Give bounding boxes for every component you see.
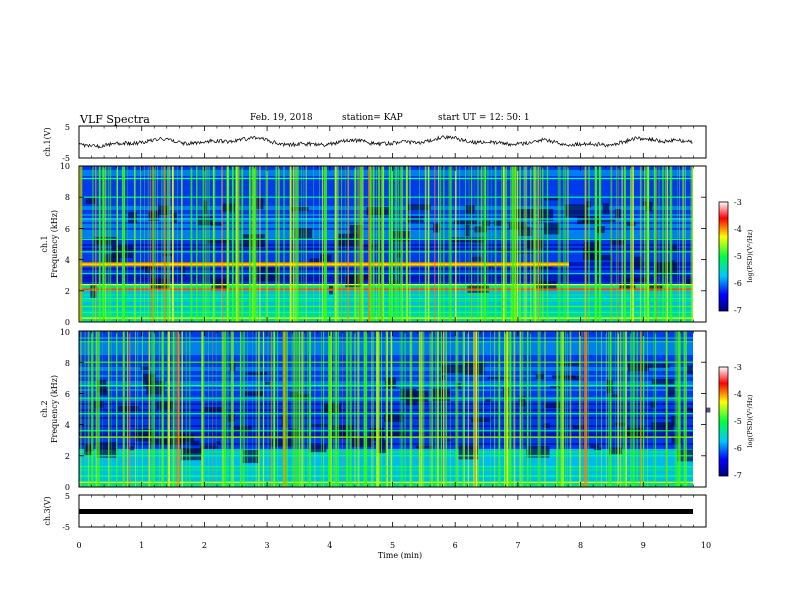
ch3-ytick-top: 5 [65, 492, 70, 501]
ch2-spectrogram-ticks [78, 330, 707, 488]
ch1-spectrogram-panel: 0 2 4 6 8 10 ch.1 Frequency (kHz) [40, 162, 707, 327]
ch1-ytick-0: 0 [65, 318, 70, 327]
ch2-ytick-10: 10 [60, 328, 70, 337]
xtick-8: 8 [578, 541, 583, 550]
ch1-spectrogram-ticks [78, 165, 707, 323]
cb1-tick--3: -3 [734, 198, 742, 207]
ch1-ytick-4: 4 [65, 256, 70, 265]
cb2-tick--7: -7 [734, 471, 742, 480]
xtick-3: 3 [265, 541, 270, 550]
cb1-tick--7: -7 [734, 306, 742, 315]
ch1-ticks [78, 126, 707, 158]
ch1-ytick-10: 10 [60, 162, 70, 171]
cb2-tick--4: -4 [734, 390, 742, 399]
ch2-ylabel-channel: ch.2 [40, 400, 49, 417]
xtick-0: 0 [76, 541, 81, 550]
cb2-tick--3: -3 [734, 363, 742, 372]
ch1-waveform-line [78, 134, 693, 150]
header-start-time: start UT = 12: 50: 1 [438, 113, 530, 123]
ch2-ytick-0: 0 [65, 483, 70, 492]
xtick-2: 2 [202, 541, 207, 550]
cb1-label: log(PSD)(V²/Hz) [746, 229, 754, 282]
ch1-ylabel-frequency: Frequency (kHz) [50, 210, 59, 278]
ch3-ticks [78, 495, 707, 527]
xtick-4: 4 [327, 541, 332, 550]
ch1-colorbar: -3 -4 -5 -6 -7 log(PSD)(V²/Hz) [718, 198, 754, 315]
xtick-1: 1 [139, 541, 144, 550]
ch1-ytick-2: 2 [65, 287, 70, 296]
ch1-ylabel: ch.1(V) [43, 127, 52, 156]
xtick-10: 10 [701, 541, 711, 550]
ch1-ylabel-channel: ch.1 [40, 235, 49, 252]
cb1-tick--4: -4 [734, 225, 742, 234]
ch1-spectrogram-image [78, 166, 706, 322]
header-station: station= KAP [342, 113, 403, 123]
ch1-ytick-bottom: -5 [62, 154, 70, 163]
cb2-label: log(PSD)(V²/Hz) [746, 394, 754, 447]
cb2-tick--6: -6 [734, 444, 742, 453]
cb1-tick--5: -5 [734, 252, 742, 261]
ch1-ytick-6: 6 [65, 225, 70, 234]
ch2-ytick-2: 2 [65, 452, 70, 461]
ch3-waveform-line [79, 509, 693, 514]
x-axis-label: Time (min) [378, 551, 422, 560]
ch3-waveform-panel: 5 -5 ch.3(V) [43, 492, 707, 532]
xtick-5: 5 [390, 541, 395, 550]
xtick-6: 6 [453, 541, 458, 550]
ch3-ylabel: ch.3(V) [43, 496, 52, 525]
xtick-9: 9 [641, 541, 646, 550]
cb1-tick--6: -6 [734, 279, 742, 288]
ch2-ylabel-frequency: Frequency (kHz) [50, 375, 59, 443]
ch1-ytick-top: 5 [65, 123, 70, 132]
ch2-ytick-8: 8 [65, 359, 70, 368]
ch2-ytick-4: 4 [65, 421, 70, 430]
xtick-7: 7 [515, 541, 520, 550]
header-date: Feb. 19, 2018 [250, 113, 313, 123]
ch2-colorbar: -3 -4 -5 -6 -7 log(PSD)(V²/Hz) [718, 363, 754, 480]
ch2-spectrogram-panel: 0 2 4 6 8 10 ch.2 Frequency (kHz) [40, 328, 711, 492]
ch3-ytick-bottom: -5 [62, 523, 70, 532]
ch2-spectrogram-image [78, 331, 711, 487]
cb2-tick--5: -5 [734, 417, 742, 426]
ch1-waveform-panel: 5 -5 ch.1(V) [43, 123, 707, 163]
ch2-ytick-6: 6 [65, 390, 70, 399]
ch1-ytick-8: 8 [65, 193, 70, 202]
chart-title: VLF Spectra [80, 113, 150, 126]
x-axis: 0 1 2 3 4 5 6 7 8 9 10 Time (min) [76, 541, 711, 560]
